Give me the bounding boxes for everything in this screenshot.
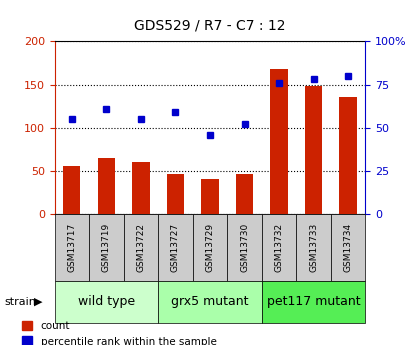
Text: GSM13719: GSM13719 xyxy=(102,223,111,272)
Text: GSM13732: GSM13732 xyxy=(275,223,284,272)
Text: GSM13730: GSM13730 xyxy=(240,223,249,272)
Bar xyxy=(227,214,262,281)
Text: pet117 mutant: pet117 mutant xyxy=(267,295,360,308)
Bar xyxy=(132,162,150,214)
Text: grx5 mutant: grx5 mutant xyxy=(171,295,249,308)
Legend: count, percentile rank within the sample: count, percentile rank within the sample xyxy=(22,321,217,345)
Bar xyxy=(270,69,288,214)
Bar xyxy=(55,281,158,323)
Bar xyxy=(262,281,365,323)
Text: strain: strain xyxy=(4,297,36,307)
Bar xyxy=(123,214,158,281)
Bar xyxy=(89,214,123,281)
Bar xyxy=(305,86,322,214)
Bar xyxy=(55,214,89,281)
Bar xyxy=(98,158,115,214)
Bar xyxy=(201,179,219,214)
Bar xyxy=(339,97,357,214)
Text: GSM13733: GSM13733 xyxy=(309,223,318,272)
Text: GSM13734: GSM13734 xyxy=(344,223,353,272)
Text: GSM13717: GSM13717 xyxy=(67,223,76,272)
Text: GSM13727: GSM13727 xyxy=(171,223,180,272)
Bar xyxy=(331,214,365,281)
Bar xyxy=(63,167,81,214)
Bar xyxy=(193,214,227,281)
Bar xyxy=(158,214,193,281)
Text: GSM13722: GSM13722 xyxy=(136,223,145,272)
Bar xyxy=(262,214,297,281)
Bar xyxy=(236,174,253,214)
Text: GSM13729: GSM13729 xyxy=(205,223,215,272)
Bar xyxy=(167,174,184,214)
Bar xyxy=(297,214,331,281)
Text: wild type: wild type xyxy=(78,295,135,308)
Text: GDS529 / R7 - C7 : 12: GDS529 / R7 - C7 : 12 xyxy=(134,19,286,33)
Bar xyxy=(158,281,262,323)
Text: ▶: ▶ xyxy=(34,297,43,307)
